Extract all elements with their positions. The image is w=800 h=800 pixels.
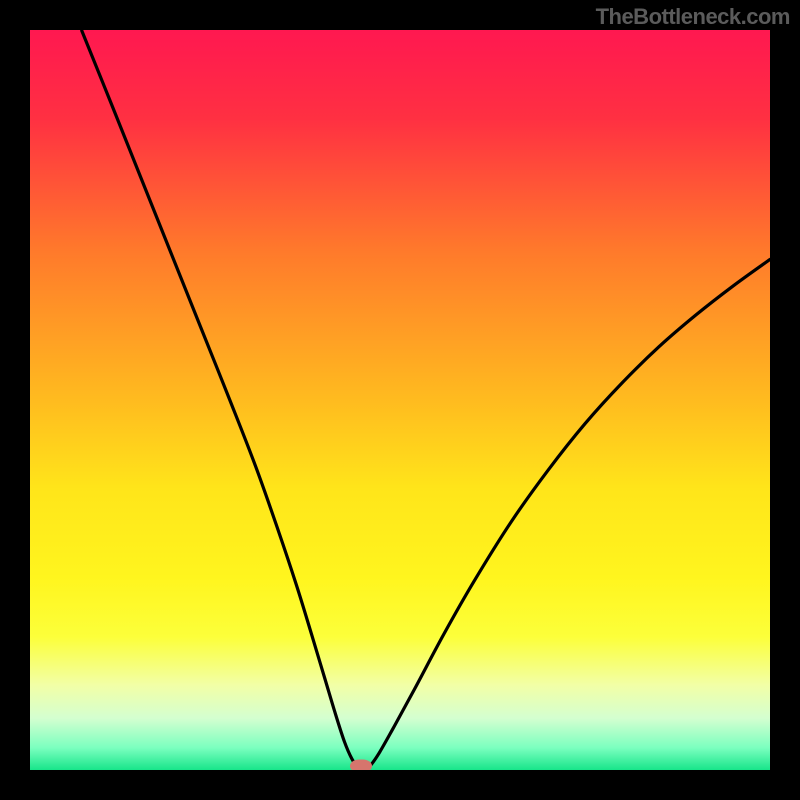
chart-plot-area bbox=[30, 30, 770, 770]
bottleneck-curve bbox=[30, 30, 770, 770]
curve-path bbox=[82, 31, 770, 770]
optimum-marker bbox=[350, 760, 372, 770]
watermark-text: TheBottleneck.com bbox=[596, 4, 790, 30]
